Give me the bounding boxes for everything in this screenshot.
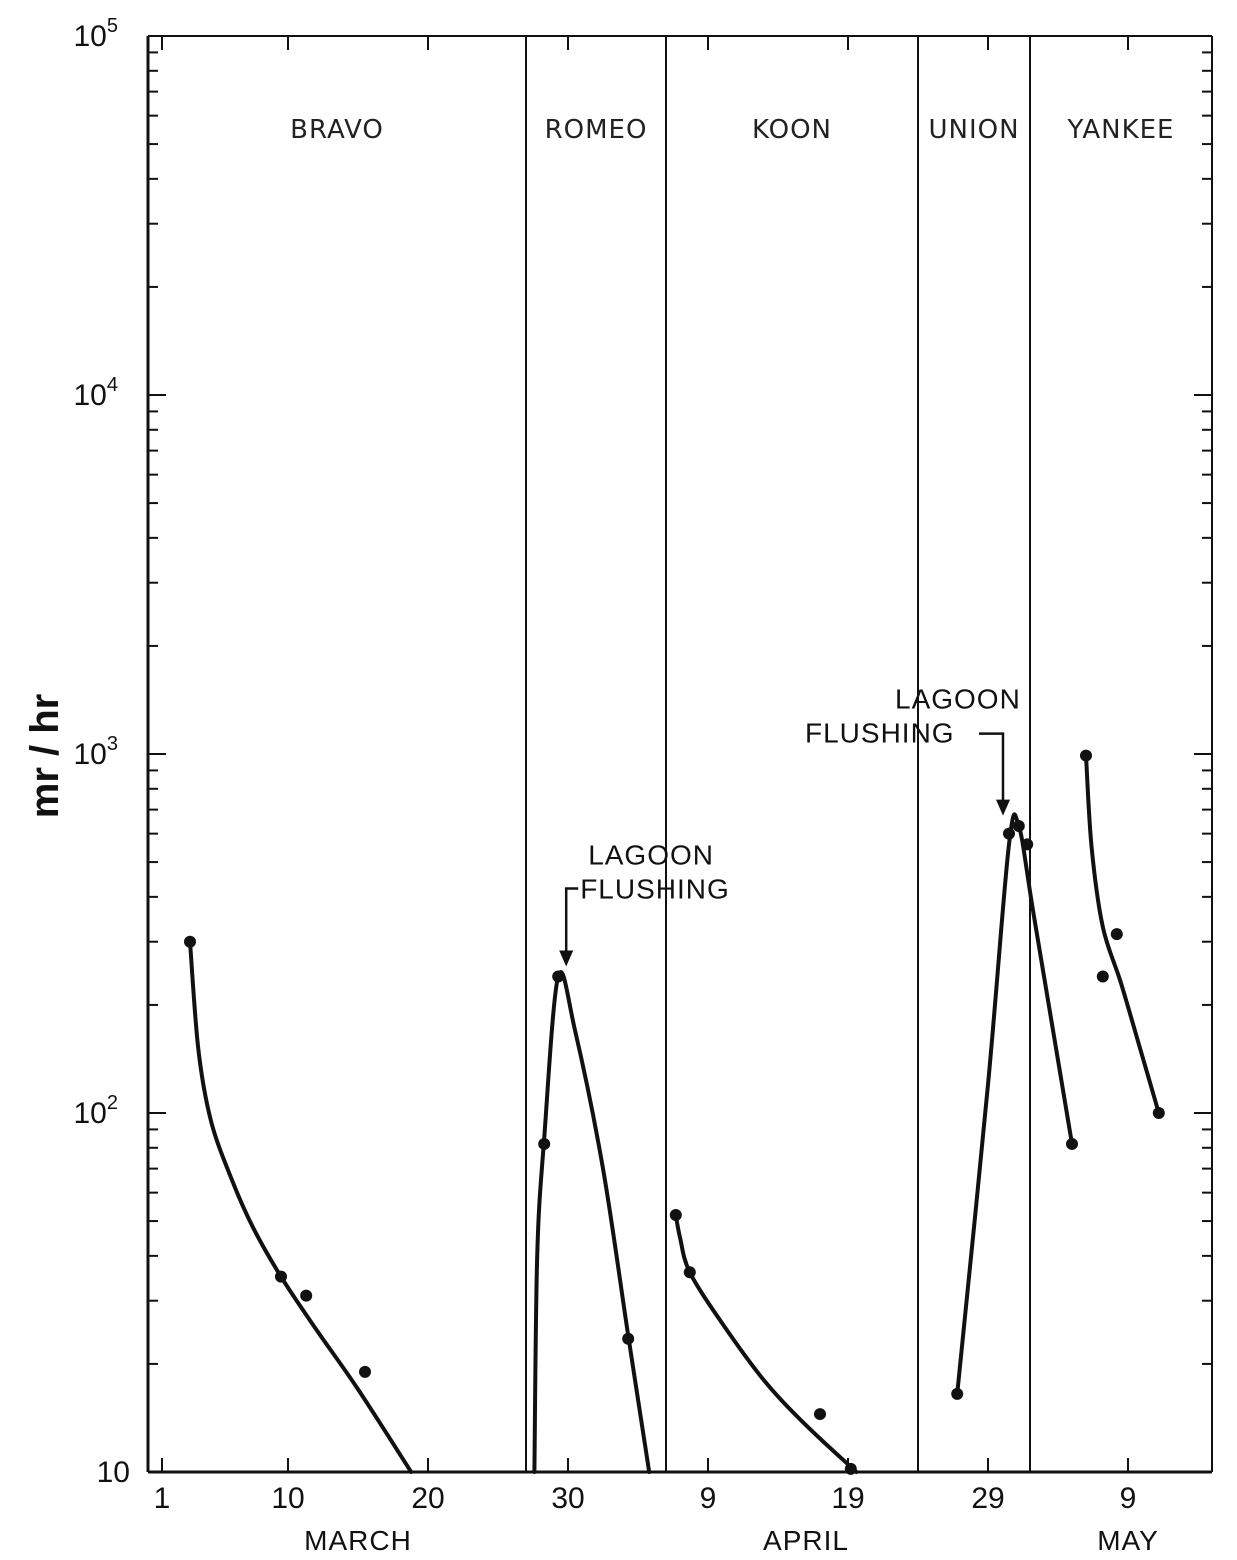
annotation-line1: LAGOON [588, 840, 714, 871]
y-tick-label: 102 [74, 1092, 119, 1130]
data-point [844, 1462, 857, 1475]
x-tick-label: 10 [271, 1482, 304, 1515]
decay-curve [673, 1212, 859, 1474]
annotation-line2: FLUSHING [805, 718, 955, 749]
y-axis-label: mr / hr [23, 694, 67, 818]
x-tick-label: 1 [154, 1482, 171, 1515]
period-labels: BRAVO ROMEO KOON UNION YANKEE [290, 115, 1174, 145]
x-tick-label: 19 [831, 1482, 864, 1515]
decay-curve [532, 970, 652, 1474]
data-point [1096, 970, 1109, 983]
decay-curve [1084, 753, 1161, 1115]
y-tick-label: 10 [97, 1456, 130, 1489]
y-tick-label: 105 [74, 15, 119, 53]
period-label: KOON [752, 115, 832, 145]
period-label: ROMEO [545, 115, 648, 145]
x-tick-label: 30 [551, 1482, 584, 1515]
data-point [814, 1408, 826, 1421]
data-point [552, 970, 565, 983]
data-point [683, 1266, 696, 1279]
y-tick-exponent: 2 [107, 1092, 118, 1114]
period-label: UNION [928, 115, 1019, 145]
data-point [1152, 1107, 1165, 1119]
annotation-line2: FLUSHING [580, 874, 730, 905]
data-point [1066, 1137, 1078, 1150]
annotation-arrowhead [559, 950, 574, 967]
x-tick-label: 20 [411, 1482, 444, 1515]
data-point [951, 1387, 964, 1400]
annotation-leader [564, 887, 579, 955]
data-point [1012, 820, 1025, 833]
data-point [1110, 928, 1123, 941]
y-axis-ticks: 10 102 103 104 105 [74, 15, 1212, 1489]
y-tick-exponent: 3 [107, 733, 118, 755]
data-point [359, 1365, 371, 1378]
plot-frame [146, 35, 1213, 1474]
x-axis-ticks: 1 10 20 30 9 19 29 9 MARCH APRIL MAY [154, 36, 1159, 1556]
data-point [184, 935, 196, 948]
period-label: BRAVO [290, 115, 384, 145]
period-label: YANKEE [1066, 115, 1174, 145]
data-point [1003, 827, 1015, 840]
month-label: MAY [1097, 1525, 1159, 1556]
data-point [622, 1332, 635, 1345]
x-tick-label: 9 [700, 1482, 717, 1515]
annotation-line1: LAGOON [895, 684, 1021, 715]
shot-boundaries [525, 36, 1031, 1472]
month-label: APRIL [763, 1525, 849, 1556]
y-tick-label: 103 [74, 733, 119, 771]
decay-curve [188, 939, 414, 1474]
x-tick-label: 9 [1120, 1482, 1137, 1515]
y-tick-exponent: 4 [107, 374, 118, 396]
annotation-arrowhead [996, 799, 1010, 816]
month-label: MARCH [304, 1525, 412, 1556]
annotation-leader [979, 732, 1005, 804]
data-point [1080, 749, 1092, 762]
y-tick-label: 104 [74, 374, 119, 412]
data-point [669, 1208, 682, 1221]
data-point [538, 1137, 551, 1150]
data-points [184, 749, 1165, 1475]
decay-curve [955, 812, 1074, 1396]
data-point [300, 1289, 313, 1302]
data-point [1021, 838, 1034, 851]
y-tick-exponent: 5 [107, 15, 118, 37]
data-point [275, 1270, 287, 1283]
x-tick-label: 29 [971, 1482, 1004, 1515]
